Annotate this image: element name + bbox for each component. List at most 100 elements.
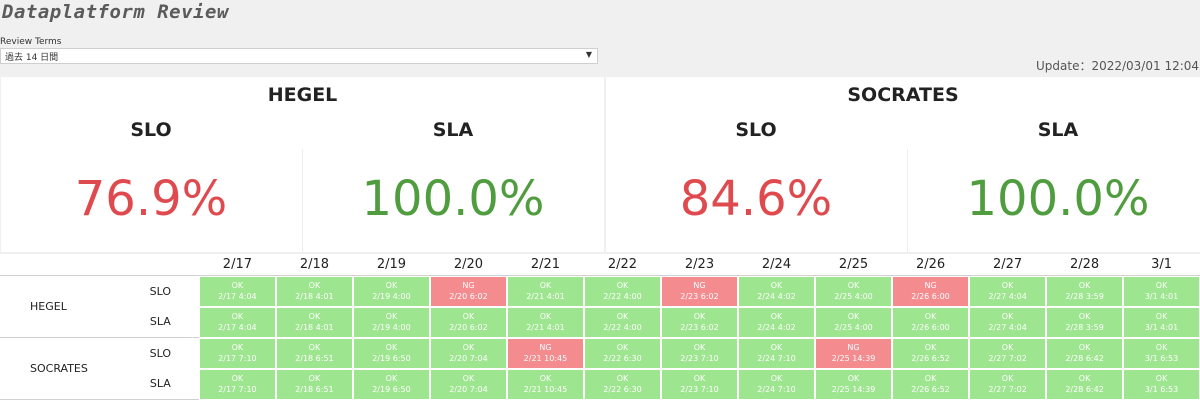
status-cell[interactable]: OK 3/1 6:53	[1123, 338, 1200, 369]
status-cell[interactable]: OK 2/24 7:10	[738, 338, 815, 369]
status-cell[interactable]: OK 2/19 4:00	[353, 275, 430, 307]
header-corner	[0, 254, 199, 276]
status-cell[interactable]: OK 2/24 4:02	[738, 307, 815, 338]
status-cell[interactable]: OK 2/22 6:30	[584, 369, 661, 400]
ok-status-box: OK 2/24 7:10	[739, 338, 815, 368]
status-text: OK	[462, 312, 475, 321]
ok-status-box: OK 2/24 4:02	[739, 307, 815, 337]
status-time: 2/23 6:02	[680, 323, 719, 332]
status-cell[interactable]: OK 2/19 4:00	[353, 307, 430, 338]
status-cell[interactable]: OK 2/27 4:04	[969, 275, 1046, 307]
status-text: OK	[1001, 343, 1014, 352]
status-cell[interactable]: OK 2/26 6:52	[892, 338, 969, 369]
status-time: 2/17 4:04	[218, 323, 257, 332]
status-cell[interactable]: OK 2/25 14:39	[815, 369, 892, 400]
status-cell[interactable]: OK 2/18 4:01	[276, 307, 353, 338]
status-text: OK	[539, 312, 552, 321]
date-header: 2/19	[352, 254, 430, 276]
status-cell[interactable]: NG 2/21 10:45	[507, 338, 584, 369]
ok-status-box: OK 2/21 4:01	[507, 276, 583, 306]
status-text: OK	[693, 312, 706, 321]
status-cell[interactable]: OK 2/21 4:01	[507, 307, 584, 338]
status-cell[interactable]: NG 2/23 6:02	[661, 275, 738, 307]
status-time: 2/24 7:10	[757, 354, 796, 363]
status-cell[interactable]: OK 2/18 6:51	[276, 369, 353, 400]
status-cell[interactable]: OK 2/23 7:10	[661, 369, 738, 400]
status-cell[interactable]: OK 2/18 6:51	[276, 338, 353, 369]
ok-status-box: OK 3/1 4:01	[1124, 307, 1199, 337]
status-cell[interactable]: OK 2/28 3:59	[1046, 275, 1123, 307]
status-time: 3/1 4:01	[1144, 292, 1179, 301]
status-cell[interactable]: OK 2/24 7:10	[738, 369, 815, 400]
status-cell[interactable]: OK 2/28 6:42	[1046, 369, 1123, 400]
status-cell[interactable]: OK 2/19 6:50	[353, 338, 430, 369]
status-time: 2/22 4:00	[603, 323, 642, 332]
status-cell[interactable]: NG 2/25 14:39	[815, 338, 892, 369]
status-cell[interactable]: OK 2/28 3:59	[1046, 307, 1123, 338]
status-time: 2/25 14:39	[831, 354, 876, 363]
status-text: OK	[231, 312, 244, 321]
date-header: 2/23	[660, 254, 738, 276]
status-text: OK	[385, 281, 398, 290]
ok-status-box: OK 2/17 7:10	[199, 369, 275, 399]
status-time: 2/27 7:02	[988, 385, 1027, 394]
status-text: OK	[462, 343, 475, 352]
status-time: 2/20 6:02	[449, 323, 488, 332]
status-cell[interactable]: OK 2/28 6:42	[1046, 338, 1123, 369]
status-cell[interactable]: OK 2/26 6:00	[892, 307, 969, 338]
status-cell[interactable]: NG 2/26 6:00	[892, 275, 969, 307]
status-cell[interactable]: OK 2/20 7:04	[430, 369, 507, 400]
status-cell[interactable]: NG 2/20 6:02	[430, 275, 507, 307]
status-cell[interactable]: OK 2/27 4:04	[969, 307, 1046, 338]
system-label: HEGEL	[0, 275, 110, 338]
status-cell[interactable]: OK 2/25 4:00	[815, 275, 892, 307]
status-cell[interactable]: OK 2/20 6:02	[430, 307, 507, 338]
ng-status-box: NG 2/21 10:45	[507, 338, 583, 368]
ok-status-box: OK 2/27 4:04	[970, 307, 1046, 337]
status-cell[interactable]: OK 2/21 10:45	[507, 369, 584, 400]
review-terms-dropdown[interactable]: 過去 14 日間 ▼	[0, 48, 598, 64]
status-cell[interactable]: OK 2/21 4:01	[507, 275, 584, 307]
ok-status-box: OK 2/18 4:01	[276, 307, 352, 337]
status-time: 2/19 6:50	[372, 385, 411, 394]
status-cell[interactable]: OK 2/27 7:02	[969, 338, 1046, 369]
status-cell[interactable]: OK 2/18 4:01	[276, 275, 353, 307]
status-cell[interactable]: OK 2/25 4:00	[815, 307, 892, 338]
status-cell[interactable]: OK 2/27 7:02	[969, 369, 1046, 400]
status-cell[interactable]: OK 2/24 4:02	[738, 275, 815, 307]
ok-status-box: OK 2/22 4:00	[584, 276, 660, 306]
status-time: 2/24 4:02	[757, 292, 796, 301]
ok-status-box: OK 2/25 4:00	[816, 276, 892, 306]
status-cell[interactable]: OK 3/1 4:01	[1123, 275, 1200, 307]
status-text: OK	[616, 281, 629, 290]
status-cell[interactable]: OK 2/23 7:10	[661, 338, 738, 369]
status-cell[interactable]: OK 3/1 4:01	[1123, 307, 1200, 338]
status-cell[interactable]: OK 2/20 7:04	[430, 338, 507, 369]
status-text: OK	[924, 374, 937, 383]
status-cell[interactable]: OK 2/17 4:04	[199, 307, 276, 338]
ok-status-box: OK 2/28 3:59	[1047, 307, 1123, 337]
date-header: 2/26	[892, 254, 970, 276]
status-text: NG	[539, 343, 552, 352]
status-cell[interactable]: OK 2/17 4:04	[199, 275, 276, 307]
status-cell[interactable]: OK 3/1 6:53	[1123, 369, 1200, 400]
status-cell[interactable]: OK 2/26 6:52	[892, 369, 969, 400]
status-time: 2/18 6:51	[295, 354, 334, 363]
status-cell[interactable]: OK 2/22 6:30	[584, 338, 661, 369]
status-cell[interactable]: OK 2/19 6:50	[353, 369, 430, 400]
status-cell[interactable]: OK 2/23 6:02	[661, 307, 738, 338]
ok-status-box: OK 2/20 7:04	[430, 369, 506, 399]
status-cell[interactable]: OK 2/22 4:00	[584, 307, 661, 338]
status-text: OK	[770, 343, 783, 352]
status-cell[interactable]: OK 2/17 7:10	[199, 369, 276, 400]
status-time: 2/18 6:51	[295, 385, 334, 394]
status-text: NG	[847, 343, 860, 352]
status-text: NG	[924, 281, 937, 290]
socrates-slo-value: 84.6%	[679, 171, 833, 227]
ng-status-box: NG 2/20 6:02	[430, 276, 506, 306]
ok-status-box: OK 3/1 6:53	[1124, 369, 1199, 399]
status-cell[interactable]: OK 2/22 4:00	[584, 275, 661, 307]
status-time: 2/25 4:00	[834, 323, 873, 332]
status-cell[interactable]: OK 2/17 7:10	[199, 338, 276, 369]
status-time: 2/20 7:04	[449, 385, 488, 394]
